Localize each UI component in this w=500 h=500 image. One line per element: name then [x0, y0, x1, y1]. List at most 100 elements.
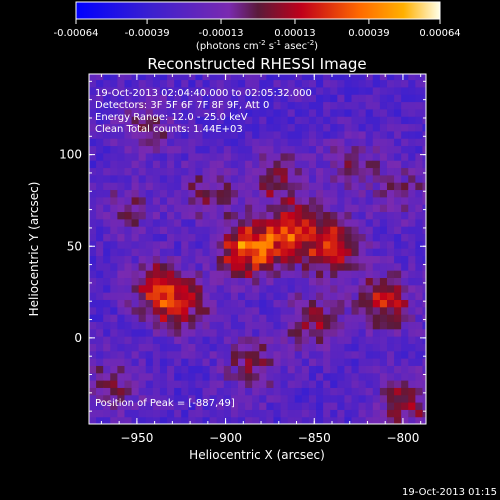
heatmap-cell	[344, 174, 353, 183]
heatmap-cell	[209, 79, 218, 88]
heatmap-cell	[394, 321, 402, 330]
heatmap-cell	[110, 74, 118, 81]
heatmap-cell	[152, 74, 161, 81]
heatmap-cell	[394, 262, 402, 271]
heatmap-cell	[110, 372, 118, 381]
heatmap-cell	[117, 101, 126, 110]
heatmap-cell	[259, 387, 267, 396]
heatmap-cell	[287, 108, 296, 117]
heatmap-cell	[110, 123, 118, 132]
heatmap-cell	[415, 314, 424, 322]
heatmap-cell	[386, 152, 395, 161]
heatmap-cell	[195, 211, 204, 220]
colorbar-tick-label: 0.00064	[419, 28, 460, 39]
info-line: Detectors: 3F 5F 6F 7F 8F 9F, Att 0	[95, 100, 269, 111]
heatmap-cell	[287, 402, 296, 410]
heatmap-cell	[316, 394, 324, 403]
heatmap-cell	[422, 130, 426, 139]
heatmap-cell	[415, 86, 424, 95]
heatmap-cell	[308, 350, 317, 359]
heatmap-cell	[181, 277, 189, 286]
heatmap-cell	[316, 196, 324, 205]
heatmap-cell	[174, 130, 182, 139]
heatmap-cell	[245, 306, 253, 315]
heatmap-cell	[181, 74, 189, 81]
heatmap-cell	[273, 306, 282, 315]
heatmap-cell	[379, 328, 388, 337]
heatmap-cell	[167, 409, 175, 418]
heatmap-cell	[294, 79, 303, 88]
heatmap-cell	[358, 394, 367, 403]
heatmap-cell	[308, 292, 317, 300]
heatmap-cell	[323, 233, 331, 242]
heatmap-cell	[230, 152, 239, 161]
heatmap-cell	[344, 152, 353, 161]
heatmap-cell	[415, 160, 424, 169]
heatmap-cell	[259, 182, 267, 191]
heatmap-cell	[145, 123, 154, 132]
heatmap-cell	[394, 182, 402, 191]
heatmap-cell	[202, 174, 211, 183]
heatmap-cell	[266, 248, 275, 257]
heatmap-cell	[280, 167, 289, 176]
heatmap-cell	[209, 284, 218, 293]
heatmap-cell	[365, 328, 374, 337]
heatmap-cell	[110, 255, 118, 264]
heatmap-cell	[252, 211, 260, 220]
heatmap-cell	[188, 292, 197, 300]
heatmap-cell	[174, 108, 182, 117]
heatmap-cell	[117, 372, 126, 381]
heatmap-cell	[259, 152, 267, 161]
heatmap-cell	[223, 380, 232, 388]
heatmap-cell	[330, 152, 338, 161]
heatmap-cell	[145, 204, 154, 213]
heatmap-cell	[89, 218, 97, 227]
heatmap-cell	[379, 255, 388, 264]
heatmap-cell	[422, 174, 426, 183]
heatmap-cell	[209, 292, 218, 300]
heatmap-cell	[401, 74, 409, 81]
heatmap-cell	[223, 145, 232, 154]
heatmap-cell	[308, 152, 317, 161]
heatmap-cell	[358, 130, 367, 139]
heatmap-cell	[103, 145, 111, 154]
heatmap-cell	[294, 182, 303, 191]
heatmap-cell	[138, 116, 147, 125]
heatmap-cell	[230, 218, 239, 227]
heatmap-cell	[308, 321, 317, 330]
heatmap-cell	[386, 372, 395, 381]
heatmap-cell	[159, 380, 168, 388]
heatmap-cell	[280, 284, 289, 293]
heatmap-cell	[337, 101, 346, 110]
heatmap-cell	[145, 74, 154, 81]
heatmap-cell	[415, 336, 424, 344]
heatmap-cell	[422, 226, 426, 235]
heatmap-cell	[266, 292, 275, 300]
heatmap-cell	[145, 380, 154, 388]
heatmap-cell	[252, 218, 260, 227]
heatmap-cell	[117, 86, 126, 95]
heatmap-cell	[301, 277, 310, 286]
heatmap-cell	[273, 270, 282, 279]
heatmap-cell	[422, 116, 426, 125]
info-line: 19-Oct-2013 02:04:40.000 to 02:05:32.000	[95, 88, 312, 99]
heatmap-cell	[386, 402, 395, 410]
heatmap-cell	[316, 248, 324, 257]
heatmap-cell	[273, 394, 282, 403]
heatmap-cell	[351, 182, 360, 191]
heatmap-cell	[202, 233, 211, 242]
heatmap-cell	[89, 328, 97, 337]
heatmap-cell	[266, 74, 275, 81]
heatmap-cell	[259, 255, 267, 264]
heatmap-cell	[280, 130, 289, 139]
heatmap-cell	[188, 204, 197, 213]
heatmap-cell	[344, 336, 353, 344]
heatmap-cell	[181, 182, 189, 191]
heatmap-cell	[152, 321, 161, 330]
heatmap-cell	[209, 152, 218, 161]
heatmap-cell	[96, 358, 104, 366]
heatmap-cell	[365, 248, 374, 257]
heatmap-cell	[294, 402, 303, 410]
heatmap-cell	[308, 94, 317, 103]
heatmap-cell	[152, 130, 161, 139]
